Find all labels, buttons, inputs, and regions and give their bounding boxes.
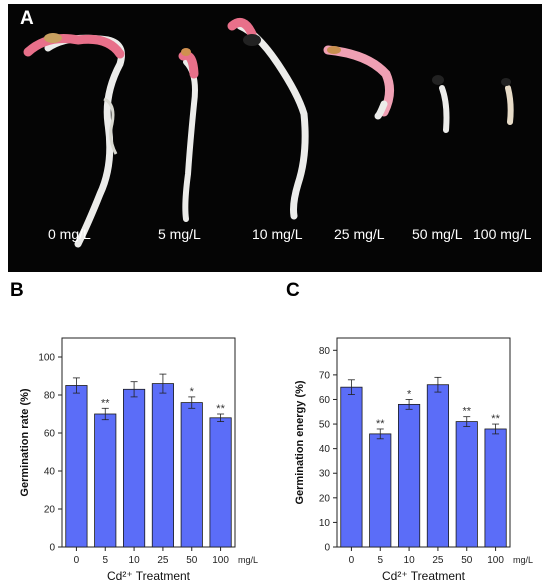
bar [123, 388, 146, 548]
concentration-label: 50 mg/L [412, 226, 463, 242]
significance-marker: * [407, 388, 412, 400]
x-unit-label: mg/L [513, 555, 533, 565]
significance-marker: * [190, 386, 195, 398]
seedling-10-mg [227, 17, 309, 220]
bar [484, 428, 507, 548]
significance-marker: ** [376, 418, 385, 430]
x-axis-title: Cd²⁺ Treatment [382, 569, 466, 583]
seedling-0-mg [23, 33, 125, 248]
x-tick-label: 5 [377, 555, 383, 566]
panel-a-letter: A [20, 8, 34, 29]
y-tick-label: 80 [44, 391, 56, 402]
seedling-photo-panel: A 0 mg/L 5 mg/L 10 mg/L 25 mg/L 50 mg/L … [8, 4, 542, 272]
plot-frame [336, 337, 511, 548]
y-tick-label: 60 [44, 429, 56, 440]
y-tick-label: 20 [44, 505, 56, 516]
concentration-label: 0 mg/L [48, 226, 91, 242]
y-tick-label: 0 [49, 543, 55, 554]
y-tick-label: 80 [319, 346, 331, 357]
x-tick-label: 10 [404, 555, 416, 566]
y-tick-label: 30 [319, 469, 331, 480]
bar [398, 403, 421, 548]
significance-marker: ** [462, 406, 471, 418]
bar [151, 383, 174, 548]
x-tick-label: 0 [74, 555, 80, 566]
seedling-50-mg [432, 75, 450, 133]
x-tick-label: 10 [129, 555, 141, 566]
x-axis-title: Cd²⁺ Treatment [107, 569, 191, 583]
bar [94, 413, 117, 548]
y-axis-title: Germination energy (%) [294, 380, 306, 504]
seedling-100-mg [501, 78, 514, 125]
x-tick-label: 5 [102, 555, 108, 566]
x-tick-label: 0 [349, 555, 355, 566]
concentration-label: 25 mg/L [334, 226, 385, 242]
bar [426, 384, 449, 548]
bar [340, 386, 363, 548]
bar [369, 433, 392, 548]
x-unit-label: mg/L [238, 555, 258, 565]
x-tick-label: 25 [432, 555, 444, 566]
seedlings-illustration [23, 17, 514, 248]
bar [180, 402, 203, 548]
plot-frame [61, 337, 236, 548]
concentration-label: 100 mg/L [473, 226, 532, 242]
concentration-label: 10 mg/L [252, 226, 303, 242]
germination-energy-chart: 0 10 20 30 40 50 60 70 80 0 ** 5 * 10 25 ** 50 ** 100 mg/L C… [294, 337, 533, 583]
panel-c-letter: C [286, 280, 300, 301]
y-tick-label: 20 [319, 493, 331, 504]
bar [65, 385, 88, 548]
y-tick-label: 40 [319, 444, 331, 455]
seedling-25-mg [323, 45, 394, 120]
significance-marker: ** [491, 413, 500, 425]
bar [209, 417, 232, 548]
x-tick-label: 50 [461, 555, 473, 566]
x-tick-label: 100 [212, 555, 229, 566]
y-tick-label: 10 [319, 518, 331, 529]
panel-b-letter: B [10, 280, 24, 301]
bar [455, 421, 478, 548]
x-tick-label: 100 [487, 555, 504, 566]
y-tick-label: 40 [44, 467, 56, 478]
y-tick-label: 50 [319, 420, 331, 431]
y-tick-label: 70 [319, 370, 331, 381]
x-tick-label: 25 [157, 555, 169, 566]
y-tick-label: 100 [38, 353, 55, 364]
concentration-label: 5 mg/L [158, 226, 201, 242]
significance-marker: ** [101, 397, 110, 409]
y-tick-label: 60 [319, 395, 331, 406]
seedling-5-mg [178, 48, 199, 222]
y-tick-label: 0 [324, 543, 330, 554]
y-axis-title: Germination rate (%) [19, 388, 31, 497]
germination-rate-chart: 0 20 40 60 80 100 0 ** 5 10 25 * 50 ** 100 mg/L Cd²⁺ Tre… [19, 337, 258, 583]
significance-marker: ** [216, 403, 225, 415]
x-tick-label: 50 [186, 555, 198, 566]
